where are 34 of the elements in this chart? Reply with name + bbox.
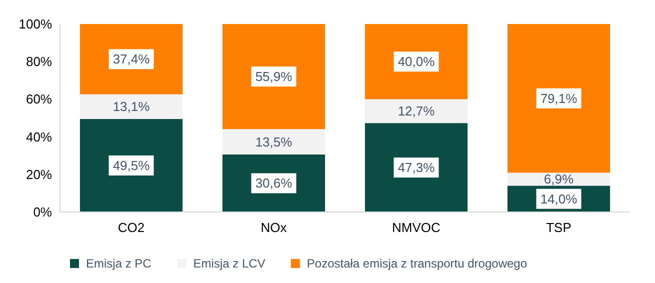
data-label: 14,0% bbox=[540, 191, 578, 206]
data-label: 12,7% bbox=[398, 104, 436, 119]
y-tick-label: 40% bbox=[26, 129, 52, 144]
data-label: 49,5% bbox=[112, 158, 150, 173]
bar bbox=[80, 118, 183, 212]
y-tick-label: 20% bbox=[26, 166, 52, 182]
data-label: 13,1% bbox=[112, 99, 150, 114]
data-label: 55,9% bbox=[255, 69, 293, 84]
x-tick-label: TSP bbox=[546, 220, 572, 235]
data-label: 79,1% bbox=[540, 90, 578, 106]
y-tick-label: 80% bbox=[26, 54, 52, 70]
bar bbox=[364, 99, 468, 124]
bar bbox=[364, 123, 468, 212]
data-label: 13,5% bbox=[255, 134, 293, 150]
bar bbox=[80, 94, 183, 119]
data-label: 37,4% bbox=[112, 52, 150, 67]
x-tick-label: CO2 bbox=[118, 220, 145, 235]
data-label: 30,6% bbox=[255, 176, 293, 191]
x-tick-label: NOx bbox=[260, 220, 288, 235]
bar bbox=[222, 24, 326, 130]
legend-label: Pozostała emisja z transportu drogowego bbox=[306, 256, 528, 270]
legend-label: Emisja z PC bbox=[86, 256, 152, 270]
legend-label: Emisja z LCV bbox=[193, 256, 266, 270]
bar bbox=[222, 129, 326, 154]
data-label: 40,0% bbox=[398, 54, 436, 70]
data-label: 6,9% bbox=[544, 172, 574, 187]
data-label: 47,3% bbox=[398, 160, 436, 176]
bar bbox=[507, 172, 610, 186]
y-tick-label: 60% bbox=[26, 92, 52, 107]
x-tick-label: NMVOC bbox=[392, 220, 440, 235]
bar bbox=[507, 24, 610, 173]
bar bbox=[364, 24, 468, 100]
y-tick-label: 0% bbox=[33, 204, 52, 220]
y-tick-label: 100% bbox=[18, 16, 52, 32]
